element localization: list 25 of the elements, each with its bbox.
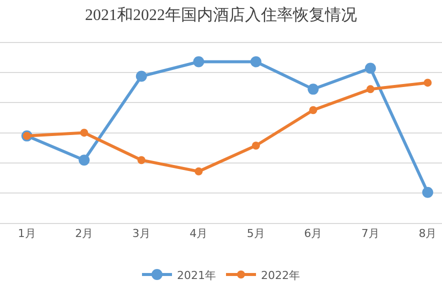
point: [78, 154, 90, 166]
point: [193, 56, 204, 68]
x-tick-label: 5月: [246, 227, 265, 240]
x-tick-label: 8月: [418, 227, 437, 240]
point: [366, 85, 374, 94]
point: [194, 167, 203, 176]
point: [364, 62, 376, 74]
chart-title: 2021和2022年国内酒店入住率恢复情况: [85, 6, 357, 24]
point: [252, 142, 260, 150]
x-tick-label: 3月: [132, 227, 150, 240]
x-tick-label: 1月: [18, 227, 36, 240]
point: [309, 106, 318, 114]
point: [137, 156, 146, 164]
point: [250, 56, 262, 68]
x-tick-label: 6月: [304, 227, 322, 240]
point: [308, 84, 319, 95]
x-tick-label: 4月: [190, 227, 208, 240]
point: [80, 128, 88, 137]
point: [424, 78, 432, 87]
legend-label: 2022年: [261, 268, 300, 282]
point: [136, 70, 147, 82]
legend-label: 2021年: [177, 268, 216, 282]
x-tick-label: 7月: [361, 227, 380, 240]
point: [422, 186, 434, 198]
x-tick-label: 2月: [75, 227, 94, 240]
